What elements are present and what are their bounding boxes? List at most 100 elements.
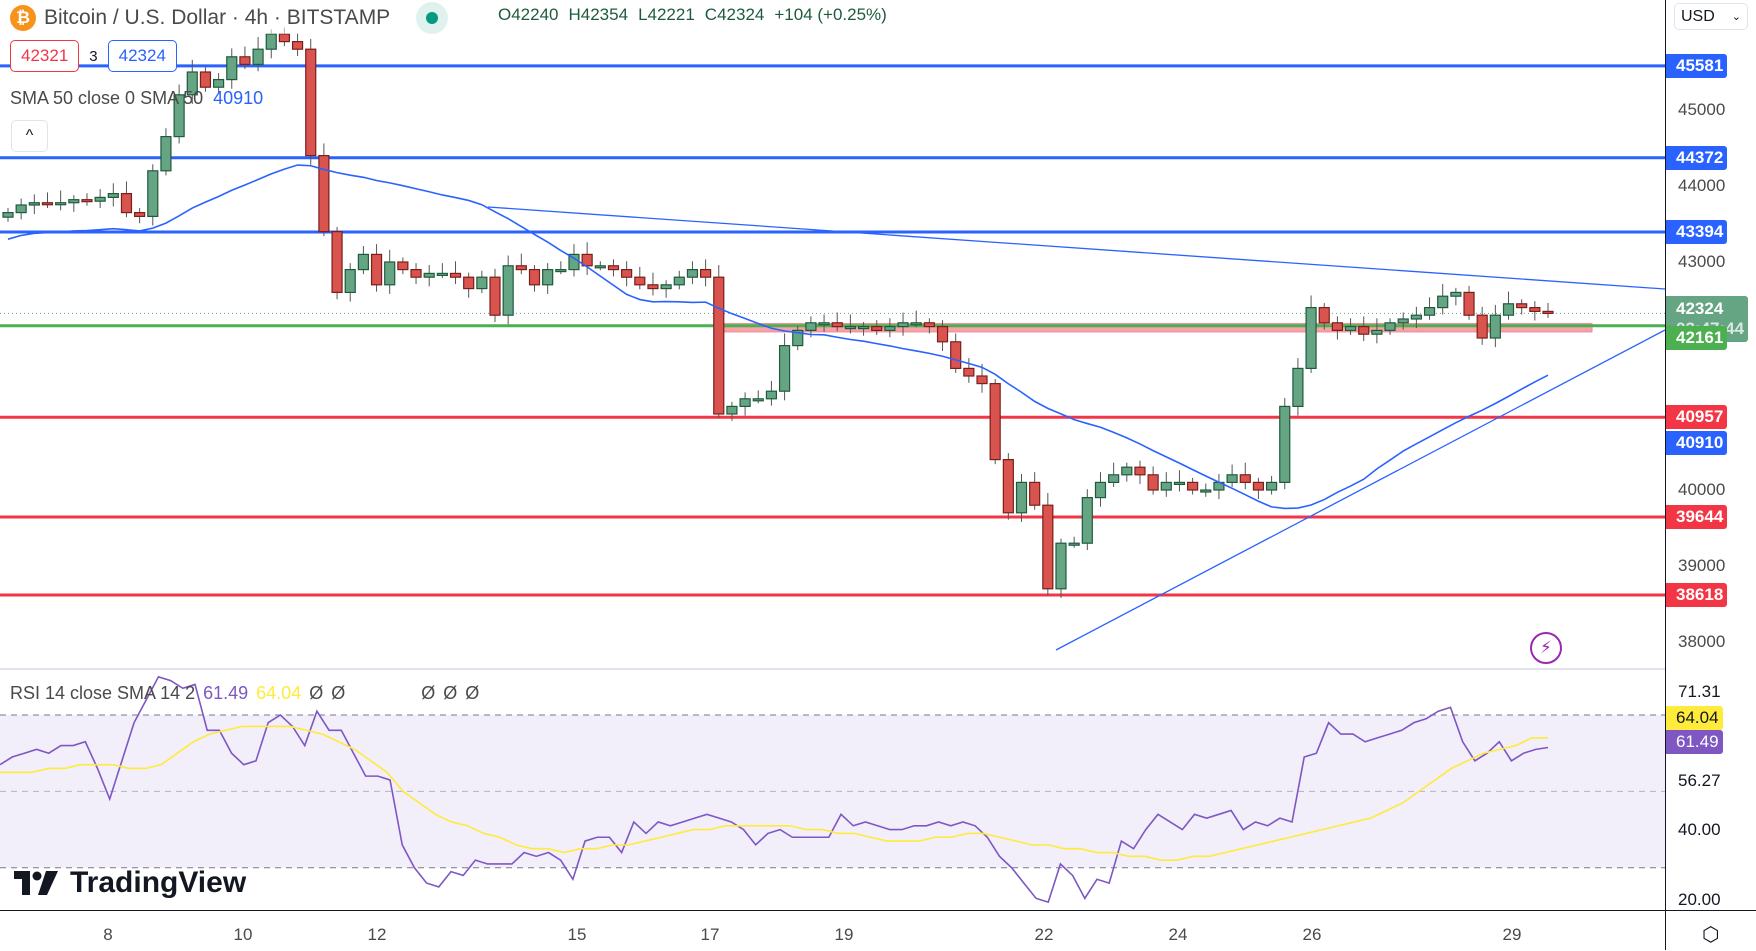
candle[interactable] [1042, 504, 1054, 590]
candle[interactable] [1134, 466, 1146, 476]
descending-trendline[interactable] [487, 206, 1665, 290]
candle[interactable] [1279, 405, 1291, 483]
candle[interactable] [950, 341, 962, 369]
candle[interactable] [331, 231, 343, 294]
candle[interactable] [134, 212, 146, 218]
candle[interactable] [68, 199, 80, 204]
candle[interactable] [476, 276, 488, 290]
candle[interactable] [239, 56, 251, 65]
candle[interactable] [1015, 481, 1028, 514]
candle[interactable] [449, 272, 462, 278]
candle[interactable] [1252, 481, 1265, 491]
candle[interactable] [120, 193, 133, 214]
candle[interactable] [1173, 481, 1186, 485]
candle[interactable] [1187, 481, 1199, 491]
buy-button[interactable]: 42324 [107, 40, 177, 72]
candle[interactable] [884, 326, 896, 332]
sma-50-line[interactable] [7, 164, 1549, 510]
candle[interactable] [502, 265, 514, 316]
candle[interactable] [55, 202, 67, 206]
collapse-legend-button[interactable]: ^ [11, 120, 48, 152]
currency-select[interactable]: USD ⌄ [1674, 3, 1748, 30]
candle[interactable] [1160, 481, 1172, 491]
candle[interactable] [844, 326, 856, 330]
candle[interactable] [1305, 307, 1317, 370]
candle[interactable] [660, 284, 672, 290]
candle[interactable] [976, 375, 988, 385]
candle[interactable] [857, 326, 870, 330]
candle[interactable] [2, 212, 14, 218]
candle[interactable] [463, 276, 475, 290]
rsi-legend[interactable]: RSI 14 close SMA 14 2 61.49 64.04 Ø Ø Ø … [10, 683, 479, 704]
candle[interactable] [989, 383, 1001, 461]
candle[interactable] [1239, 474, 1251, 483]
candle[interactable] [936, 326, 949, 343]
candle[interactable] [752, 398, 764, 402]
candle[interactable] [397, 261, 409, 271]
candle[interactable] [1344, 326, 1357, 332]
candle[interactable] [1029, 481, 1041, 506]
candle[interactable] [897, 322, 909, 328]
candle[interactable] [28, 202, 40, 206]
candle[interactable] [1002, 459, 1014, 514]
candle[interactable] [344, 269, 356, 294]
candle[interactable] [713, 276, 725, 415]
candle[interactable] [1094, 481, 1107, 499]
candle[interactable] [94, 196, 106, 202]
candle[interactable] [963, 367, 975, 377]
candle[interactable] [265, 33, 277, 50]
candle[interactable] [871, 326, 883, 332]
candle[interactable] [528, 269, 541, 286]
rsi-sma-line[interactable] [0, 725, 1549, 861]
chart-plot-area[interactable] [0, 0, 1665, 910]
candle[interactable] [726, 405, 738, 415]
candle[interactable] [1437, 295, 1449, 309]
sell-button[interactable]: 42321 [10, 40, 80, 72]
settings-icon[interactable]: ⬡ [1702, 924, 1720, 946]
candle[interactable] [778, 345, 791, 392]
candle[interactable] [1226, 474, 1238, 483]
candle[interactable] [1423, 307, 1436, 316]
candle[interactable] [1081, 497, 1093, 544]
candle[interactable] [199, 71, 212, 88]
lightning-icon[interactable]: ⚡ [1530, 632, 1562, 664]
candle[interactable] [1410, 314, 1422, 320]
candle[interactable] [1476, 314, 1488, 339]
candle[interactable] [1371, 329, 1383, 335]
candle[interactable] [581, 253, 593, 267]
market-status-icon[interactable] [416, 2, 449, 34]
candle[interactable] [700, 269, 712, 278]
candle[interactable] [1516, 303, 1528, 309]
candle[interactable] [792, 329, 804, 347]
candle[interactable] [1200, 489, 1212, 493]
candle[interactable] [1463, 291, 1475, 316]
candle[interactable] [173, 94, 185, 138]
candle[interactable] [686, 269, 699, 278]
candle[interactable] [489, 276, 501, 316]
candle[interactable] [305, 48, 317, 157]
candle[interactable] [1265, 481, 1278, 491]
candle[interactable] [147, 170, 159, 218]
candle[interactable] [1358, 326, 1370, 335]
candle[interactable] [160, 136, 172, 172]
candle[interactable] [634, 276, 646, 286]
time-axis[interactable]: 8 10 12 15 17 19 22 24 26 29 [0, 910, 1665, 951]
candle[interactable] [1502, 303, 1515, 316]
candle[interactable] [436, 272, 448, 276]
candle[interactable] [291, 40, 304, 50]
candle[interactable] [831, 322, 843, 328]
candle[interactable] [647, 284, 659, 290]
pane-separator[interactable] [0, 668, 1756, 670]
candle[interactable] [15, 204, 27, 214]
rsi-pane[interactable] [0, 675, 1665, 904]
candle[interactable] [673, 276, 685, 286]
candle[interactable] [910, 322, 922, 326]
symbol-title[interactable]: Bitcoin / U.S. Dollar · 4h · BITSTAMP [44, 6, 391, 29]
candle[interactable] [1529, 307, 1541, 313]
candle[interactable] [1147, 474, 1159, 491]
candle[interactable] [1292, 367, 1304, 407]
candle[interactable] [923, 322, 935, 328]
candle[interactable] [1055, 542, 1067, 590]
candle[interactable] [384, 261, 396, 286]
candle[interactable] [252, 48, 264, 66]
